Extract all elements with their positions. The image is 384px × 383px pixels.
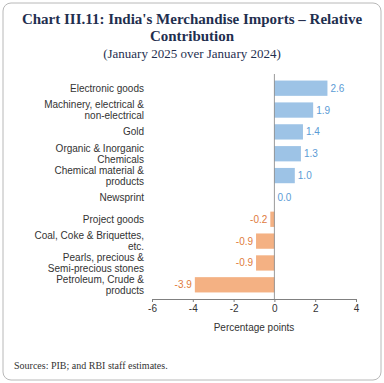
category-label: Electronic goods <box>70 83 144 94</box>
tick-label: 2 <box>313 303 319 314</box>
category-label: Project goods <box>83 214 144 225</box>
tick-mark <box>315 299 316 302</box>
data-labels: 2.61.9 1.4 1.3 1.0 0.0 -0.2 -0.9 -0.9 -3.9 <box>175 83 345 291</box>
bar <box>274 102 313 117</box>
data-label: -0.2 <box>250 214 268 225</box>
tick-mark <box>356 299 357 302</box>
category-label: Chemical material &products <box>55 165 145 187</box>
tick-label: -2 <box>230 303 239 314</box>
data-label: -0.9 <box>236 257 254 268</box>
category-label: Petroleum, Crude &products <box>56 274 144 296</box>
tick-mark <box>193 299 194 302</box>
category-label: Gold <box>123 126 144 137</box>
frame <box>3 3 381 380</box>
bar <box>195 277 275 292</box>
bar <box>274 146 301 161</box>
bar <box>274 168 294 183</box>
bar <box>256 233 274 248</box>
data-label: -0.9 <box>236 236 254 247</box>
data-label: -3.9 <box>175 279 193 290</box>
tick: -2 <box>230 299 239 314</box>
axis-line <box>153 300 357 303</box>
tick-label: 0 <box>272 303 278 314</box>
tick-mark <box>234 299 235 302</box>
category-label: Organic & InorganicChemicals <box>56 143 144 165</box>
category-label: Pearls, precious &Semi-precious stones <box>48 252 144 274</box>
title: Chart III.11: India's Merchandise Import… <box>22 11 362 44</box>
data-label: 2.6 <box>330 83 344 94</box>
tick: 4 <box>354 299 360 314</box>
tick-label: 4 <box>354 303 360 314</box>
tick: -4 <box>189 299 198 314</box>
tick-label: -4 <box>189 303 198 314</box>
x-axis-title: Percentage points <box>214 322 295 333</box>
tick-label: -6 <box>148 303 157 314</box>
category-label: Coal, Coke & Briquettes,etc. <box>35 230 145 252</box>
bar <box>256 255 274 270</box>
subtitle: (January 2025 over January 2024) <box>103 46 281 61</box>
bars <box>195 81 328 293</box>
category-label: Newsprint <box>100 192 145 203</box>
data-label: 1.9 <box>316 105 330 116</box>
bar <box>274 81 327 96</box>
tick: -6 <box>148 299 157 314</box>
zero-line <box>274 74 275 299</box>
tick-mark <box>152 299 153 302</box>
tick: 2 <box>313 299 319 314</box>
data-label: 1.3 <box>304 148 318 159</box>
bar <box>270 212 274 227</box>
bar <box>274 124 303 139</box>
data-label: 1.0 <box>298 170 312 181</box>
chart: Chart III.11: India's Merchandise Import… <box>0 0 384 383</box>
category-label: Machinery, electrical &non-electrical <box>44 99 144 121</box>
source: Sources: PIB; and RBI staff estimates. <box>14 360 168 371</box>
data-label: 0.0 <box>277 192 291 203</box>
data-label: 1.4 <box>306 126 320 137</box>
x-axis: -6 -4 -2 0 2 4 <box>148 299 360 314</box>
category-labels: Electronic goods Machinery, electrical &n… <box>35 83 145 296</box>
tick: 0 <box>272 299 278 314</box>
tick-mark <box>274 299 275 302</box>
